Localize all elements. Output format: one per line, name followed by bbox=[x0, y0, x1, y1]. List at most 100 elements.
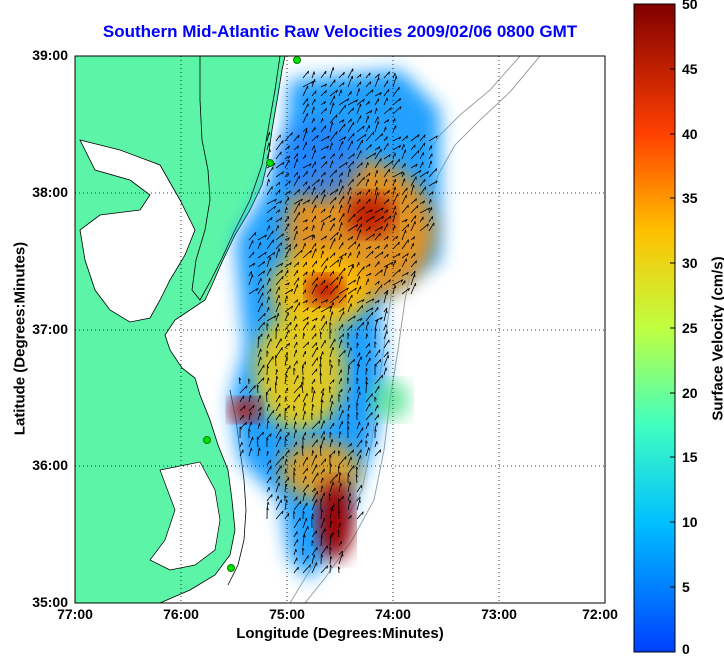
velocity-arrow-head bbox=[278, 209, 281, 213]
velocity-arrow-head bbox=[311, 412, 314, 416]
velocity-arrow bbox=[275, 181, 281, 187]
velocity-arrow-head bbox=[341, 389, 343, 393]
velocity-arrow bbox=[248, 394, 251, 403]
velocity-arrow bbox=[266, 239, 274, 250]
velocity-arrow bbox=[302, 181, 308, 187]
velocity-arrow-head bbox=[360, 318, 363, 322]
velocity-arrow-head bbox=[314, 186, 316, 190]
velocity-arrow bbox=[365, 162, 369, 169]
velocity-arrow-head bbox=[336, 285, 339, 289]
velocity-arrow bbox=[401, 219, 408, 223]
velocity-arrow-head bbox=[289, 180, 291, 184]
velocity-arrow bbox=[284, 244, 292, 250]
velocity-arrow bbox=[284, 329, 290, 340]
velocity-arrow bbox=[347, 68, 354, 79]
velocity-arrow bbox=[320, 235, 327, 241]
velocity-arrow-head bbox=[267, 377, 270, 381]
velocity-arrow bbox=[311, 117, 315, 124]
velocity-arrow bbox=[419, 186, 426, 196]
velocity-arrow-head bbox=[371, 89, 374, 93]
velocity-arrow bbox=[347, 118, 352, 124]
velocity-arrow bbox=[347, 168, 351, 178]
velocity-arrow bbox=[392, 125, 397, 133]
velocity-arrow-head bbox=[268, 142, 271, 146]
velocity-arrow bbox=[383, 142, 389, 151]
velocity-arrow-head bbox=[338, 498, 341, 502]
velocity-arrow bbox=[266, 205, 276, 214]
velocity-arrow bbox=[311, 161, 317, 169]
velocity-arrow-head bbox=[313, 269, 315, 273]
velocity-arrow bbox=[338, 89, 342, 97]
velocity-arrow bbox=[302, 185, 310, 196]
velocity-arrow bbox=[257, 234, 267, 241]
velocity-arrow-head bbox=[339, 522, 342, 526]
velocity-arrow-head bbox=[287, 237, 290, 241]
velocity-arrow bbox=[329, 160, 333, 169]
velocity-arrow bbox=[275, 413, 281, 421]
velocity-arrow-head bbox=[394, 152, 396, 156]
velocity-arrow bbox=[257, 321, 265, 331]
velocity-arrow-head bbox=[367, 278, 370, 282]
velocity-arrow bbox=[302, 141, 307, 151]
velocity-arrow bbox=[311, 472, 319, 484]
velocity-arrow bbox=[320, 305, 332, 313]
velocity-arrow-head bbox=[332, 401, 334, 405]
velocity-arrow-head bbox=[398, 253, 401, 257]
velocity-arrow bbox=[275, 355, 277, 367]
velocity-arrow-head bbox=[388, 190, 390, 194]
velocity-arrow-head bbox=[427, 207, 431, 211]
velocity-arrow-head bbox=[268, 403, 270, 407]
y-tick-label: 37:00 bbox=[32, 321, 68, 337]
radar-stations bbox=[203, 56, 301, 572]
velocity-arrow bbox=[338, 82, 345, 88]
velocity-arrow-head bbox=[369, 226, 371, 230]
velocity-arrow bbox=[302, 70, 309, 79]
velocity-arrow-head bbox=[415, 163, 418, 167]
velocity-arrow bbox=[311, 283, 318, 295]
velocity-arrow-head bbox=[243, 405, 246, 409]
velocity-arrow-head bbox=[245, 385, 248, 389]
velocity-arrow bbox=[374, 108, 377, 115]
velocity-arrow-head bbox=[284, 407, 287, 411]
velocity-arrow bbox=[338, 71, 345, 79]
y-tick-label: 36:00 bbox=[32, 457, 68, 473]
velocity-arrow-head bbox=[431, 191, 434, 195]
velocity-arrow-head bbox=[250, 411, 252, 416]
velocity-arrow bbox=[338, 119, 345, 124]
velocity-arrow bbox=[347, 404, 350, 412]
velocity-arrow bbox=[356, 317, 363, 322]
velocity-arrow-head bbox=[341, 172, 343, 176]
velocity-arrow bbox=[428, 160, 432, 169]
velocity-arrow bbox=[338, 222, 342, 232]
velocity-arrow-head bbox=[347, 420, 350, 424]
velocity-arrow bbox=[419, 223, 429, 232]
velocity-arrow bbox=[356, 455, 361, 466]
velocity-arrow bbox=[329, 346, 334, 358]
velocity-arrow bbox=[320, 125, 327, 133]
velocity-arrow-head bbox=[415, 260, 417, 264]
velocity-arrow-head bbox=[306, 518, 308, 522]
velocity-arrow-head bbox=[267, 420, 270, 424]
velocity-arrow bbox=[320, 535, 322, 547]
velocity-arrow-head bbox=[256, 288, 259, 292]
velocity-arrow bbox=[365, 447, 370, 457]
velocity-arrow bbox=[383, 324, 387, 331]
velocity-arrow bbox=[319, 445, 322, 457]
velocity-arrow bbox=[320, 145, 329, 151]
x-tick-label: 73:00 bbox=[481, 606, 517, 622]
velocity-arrow-head bbox=[288, 155, 291, 159]
velocity-arrow bbox=[275, 465, 282, 475]
velocity-arrow bbox=[374, 449, 381, 457]
velocity-arrow-head bbox=[289, 244, 292, 248]
velocity-arrow-head bbox=[312, 450, 315, 454]
velocity-arrow-head bbox=[403, 144, 405, 148]
velocity-arrow-head bbox=[419, 170, 422, 174]
velocity-arrow bbox=[356, 81, 362, 88]
velocity-arrow bbox=[284, 305, 293, 313]
colorbar-tick-label: 40 bbox=[682, 126, 698, 142]
velocity-arrow bbox=[311, 260, 318, 268]
velocity-arrow-head bbox=[360, 216, 363, 220]
velocity-arrow-head bbox=[340, 179, 342, 183]
velocity-arrow bbox=[275, 376, 278, 385]
velocity-arrow bbox=[311, 269, 314, 277]
